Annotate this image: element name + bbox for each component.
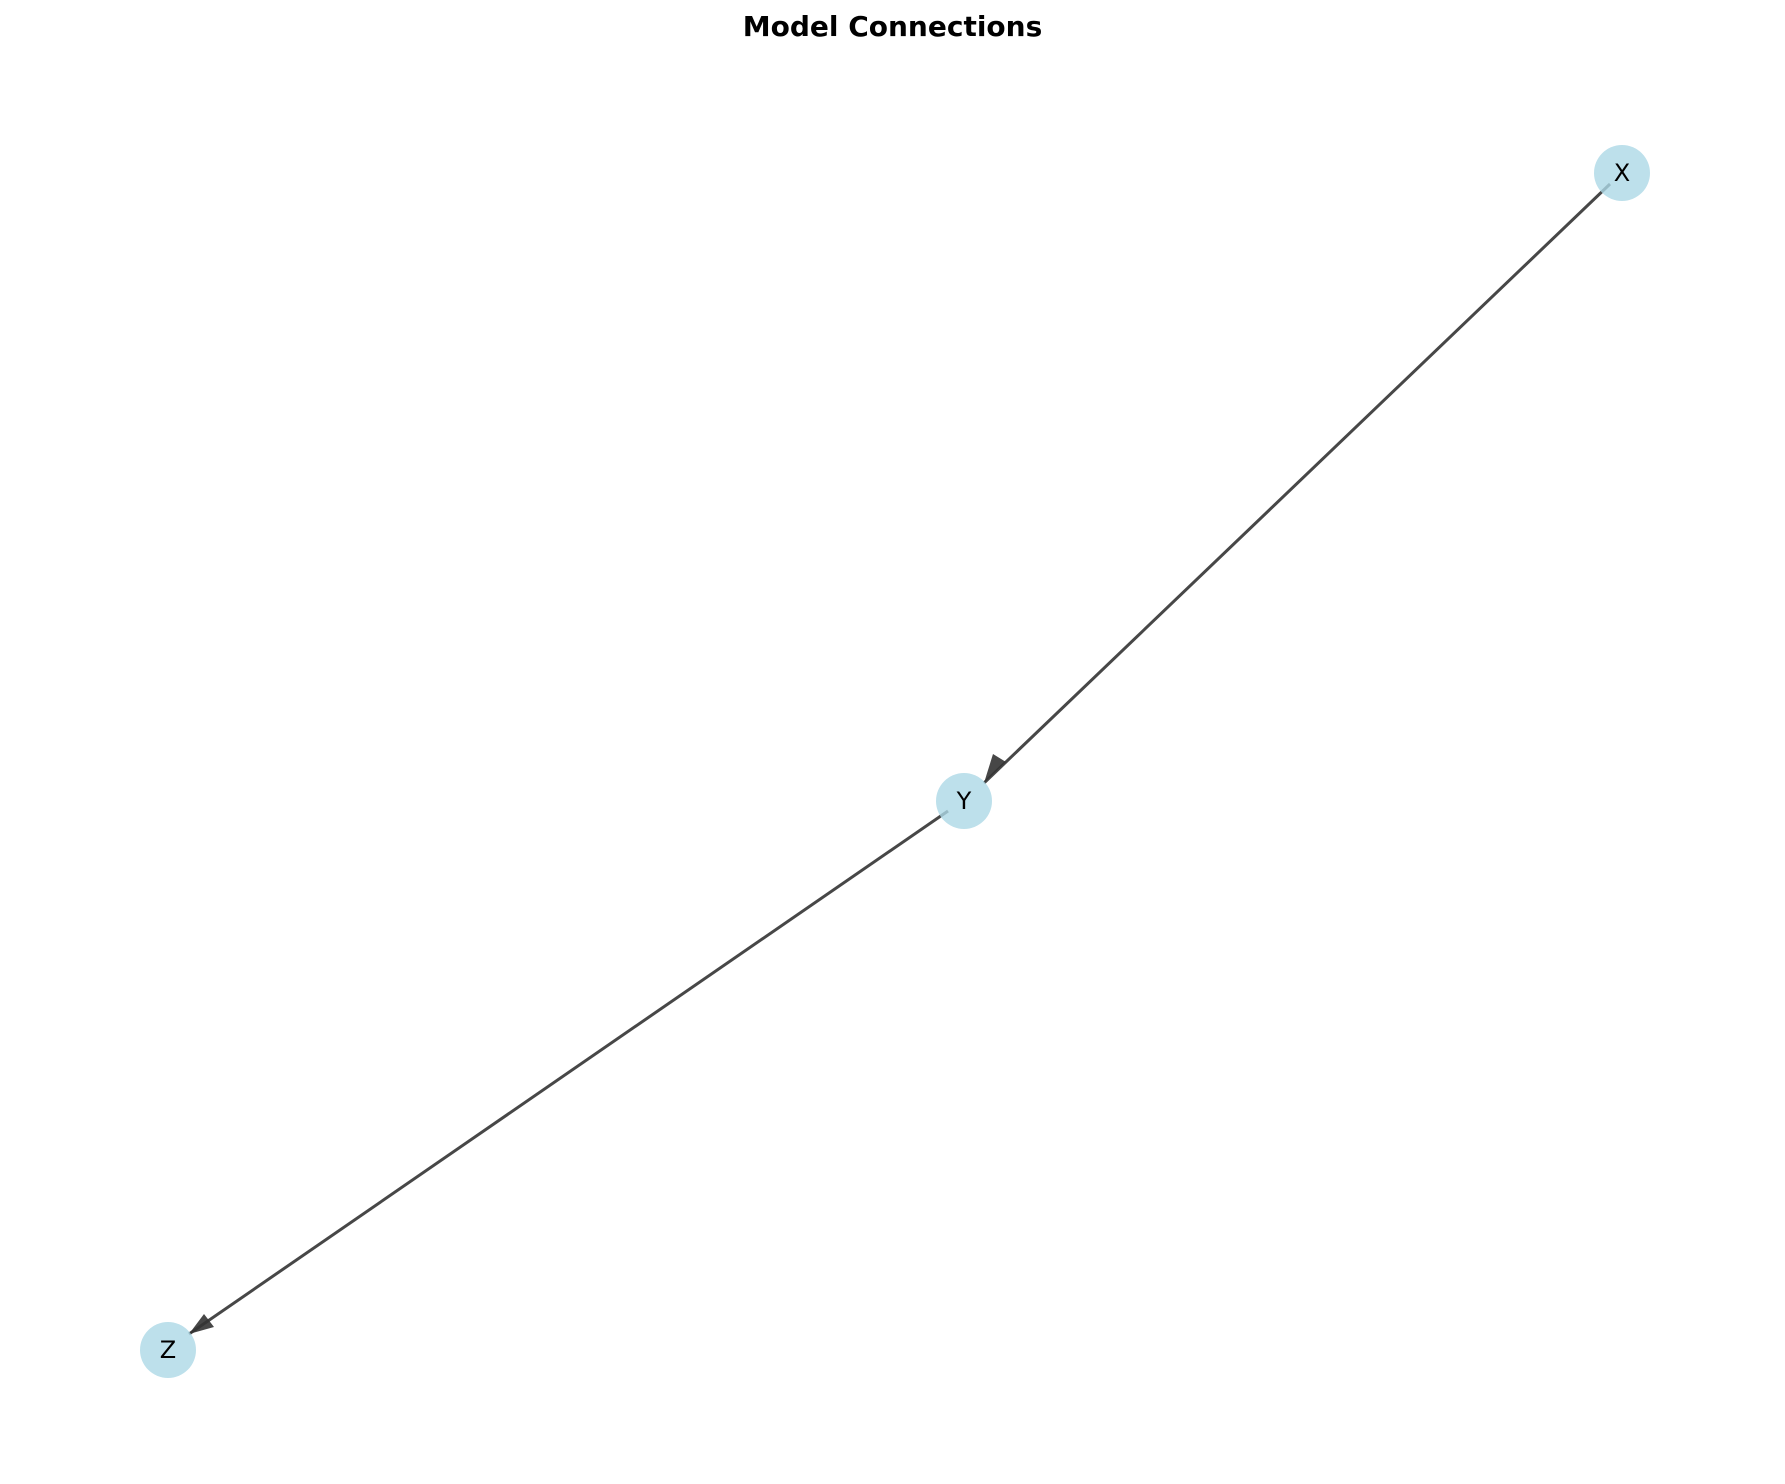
node-z-label: Z [160, 1336, 176, 1364]
node-x-circle [1594, 145, 1650, 201]
node-x[interactable]: X [1594, 145, 1650, 201]
node-z-circle [140, 1322, 196, 1378]
node-x-label: X [1614, 159, 1630, 187]
node-y-circle [936, 773, 992, 829]
edge-x-to-y [982, 182, 1612, 785]
node-y[interactable]: Y [936, 773, 992, 829]
edge-y-to-z [188, 809, 949, 1336]
node-z[interactable]: Z [140, 1322, 196, 1378]
node-y-label: Y [956, 787, 972, 815]
diagram-title: Model Connections [742, 10, 1043, 43]
edge-y-to-z-arrowhead [189, 1314, 214, 1334]
edge-x-to-y-arrowhead [984, 754, 1006, 783]
